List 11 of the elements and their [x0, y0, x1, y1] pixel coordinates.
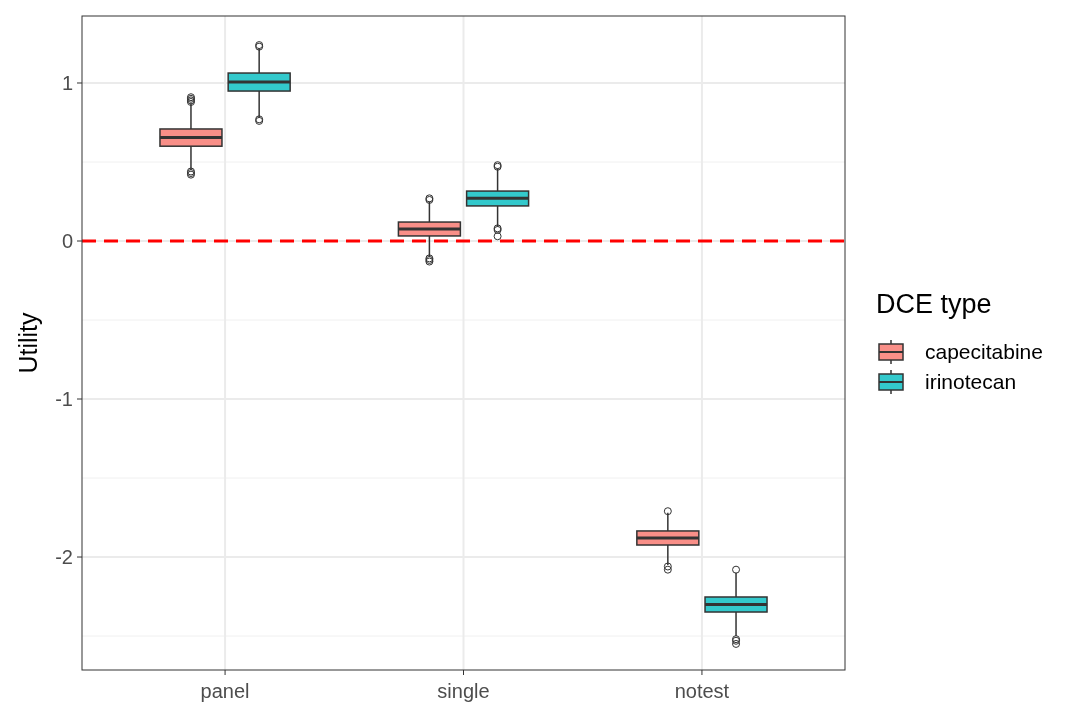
y-tick-label: 0	[61, 230, 73, 253]
legend-title: DCE type	[876, 289, 992, 319]
x-tick-label: single	[437, 680, 490, 702]
y-tick-label: 1	[61, 72, 73, 94]
legend-label: irinotecan	[925, 370, 1017, 394]
y-tick-label: -2	[55, 546, 73, 569]
legend-label: capecitabine	[925, 340, 1043, 364]
y-tick-label: -1	[55, 388, 73, 411]
y-axis-title: Utility	[14, 311, 42, 374]
x-tick-label: panel	[200, 680, 250, 702]
x-tick-label: notest	[674, 680, 730, 702]
